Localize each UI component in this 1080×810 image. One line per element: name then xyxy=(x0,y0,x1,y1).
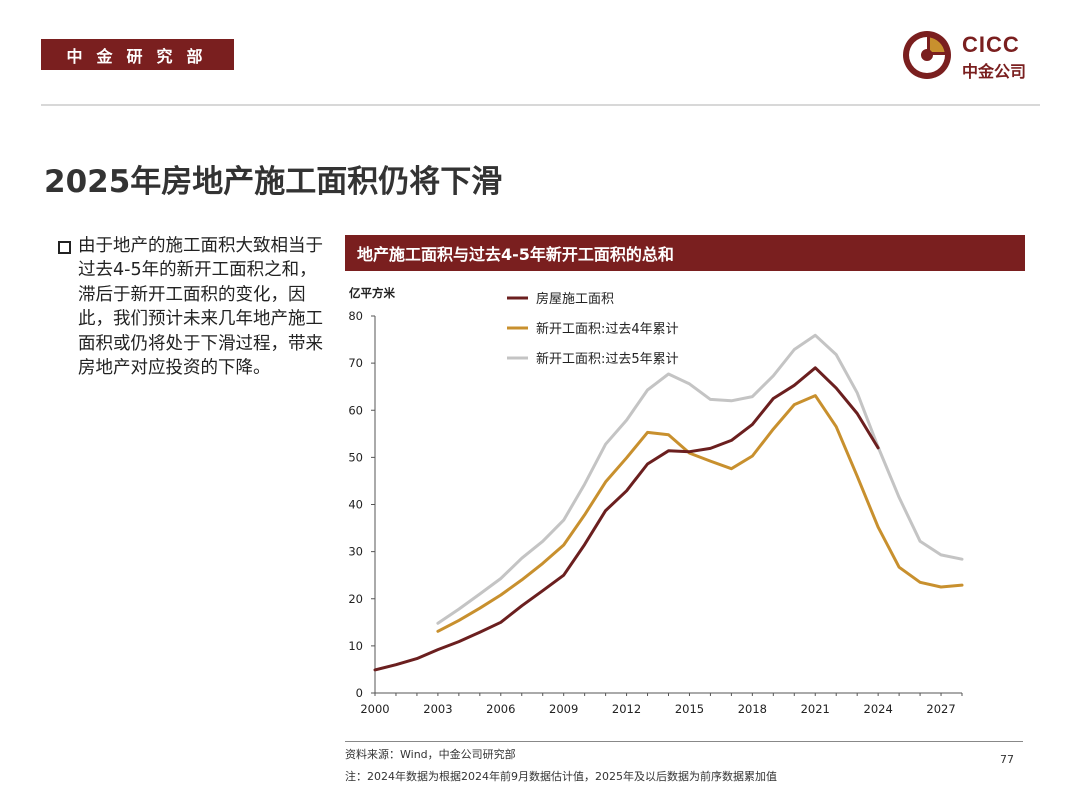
header-divider xyxy=(41,104,1040,106)
y-tick-label: 0 xyxy=(356,686,363,700)
y-axis-label: 亿平方米 xyxy=(349,286,395,300)
x-tick-label: 2003 xyxy=(423,702,452,716)
x-tick-label: 2009 xyxy=(549,702,578,716)
y-tick-label: 80 xyxy=(348,309,363,323)
logo-text-cn: 中金公司 xyxy=(962,62,1027,81)
legend-label-2: 新开工面积:过去4年累计 xyxy=(536,321,679,337)
y-tick-label: 40 xyxy=(348,498,363,512)
y-tick-label: 70 xyxy=(348,356,363,370)
x-tick-label: 2018 xyxy=(738,702,767,716)
x-tick-label: 2021 xyxy=(801,702,830,716)
note-text: 注：2024年数据为根据2024年前9月数据估计值，2025年及以后数据为前序数… xyxy=(345,770,777,783)
x-tick-label: 2027 xyxy=(926,702,955,716)
x-tick-label: 2000 xyxy=(360,702,389,716)
source-text: 资料来源：Wind，中金公司研究部 xyxy=(345,748,516,761)
y-tick-label: 20 xyxy=(348,592,363,606)
legend-label-3: 新开工面积:过去5年累计 xyxy=(536,351,679,367)
x-tick-label: 2012 xyxy=(612,702,641,716)
series-line-1 xyxy=(373,366,880,672)
y-tick-label: 10 xyxy=(348,639,363,653)
x-tick-label: 2024 xyxy=(864,702,893,716)
cicc-logo-icon xyxy=(903,31,951,79)
bullet-text: 由于地产的施工面积大致相当于过去4-5年的新开工面积之和，滞后于新开工面积的变化… xyxy=(78,236,323,379)
x-tick-label: 2006 xyxy=(486,702,515,716)
page-title: 2025年房地产施工面积仍将下滑 xyxy=(44,164,503,200)
x-tick-label: 2015 xyxy=(675,702,704,716)
company-logo[interactable]: CICC 中金公司 xyxy=(902,30,1052,82)
y-tick-label: 30 xyxy=(348,545,363,559)
logo-text-en: CICC xyxy=(962,32,1020,57)
series-line-2 xyxy=(436,394,964,633)
checkbox-bullet-icon xyxy=(58,241,71,254)
chart-header: 地产施工面积与过去4-5年新开工面积的总和 xyxy=(345,235,1025,271)
department-badge: 中金研究部 xyxy=(41,39,234,70)
y-tick-label: 50 xyxy=(348,450,363,464)
series-line-3 xyxy=(436,333,964,625)
footer-divider xyxy=(345,741,1023,742)
y-tick-label: 60 xyxy=(348,403,363,417)
legend-label-1: 房屋施工面积 xyxy=(536,291,614,307)
page-number: 77 xyxy=(1000,753,1014,766)
